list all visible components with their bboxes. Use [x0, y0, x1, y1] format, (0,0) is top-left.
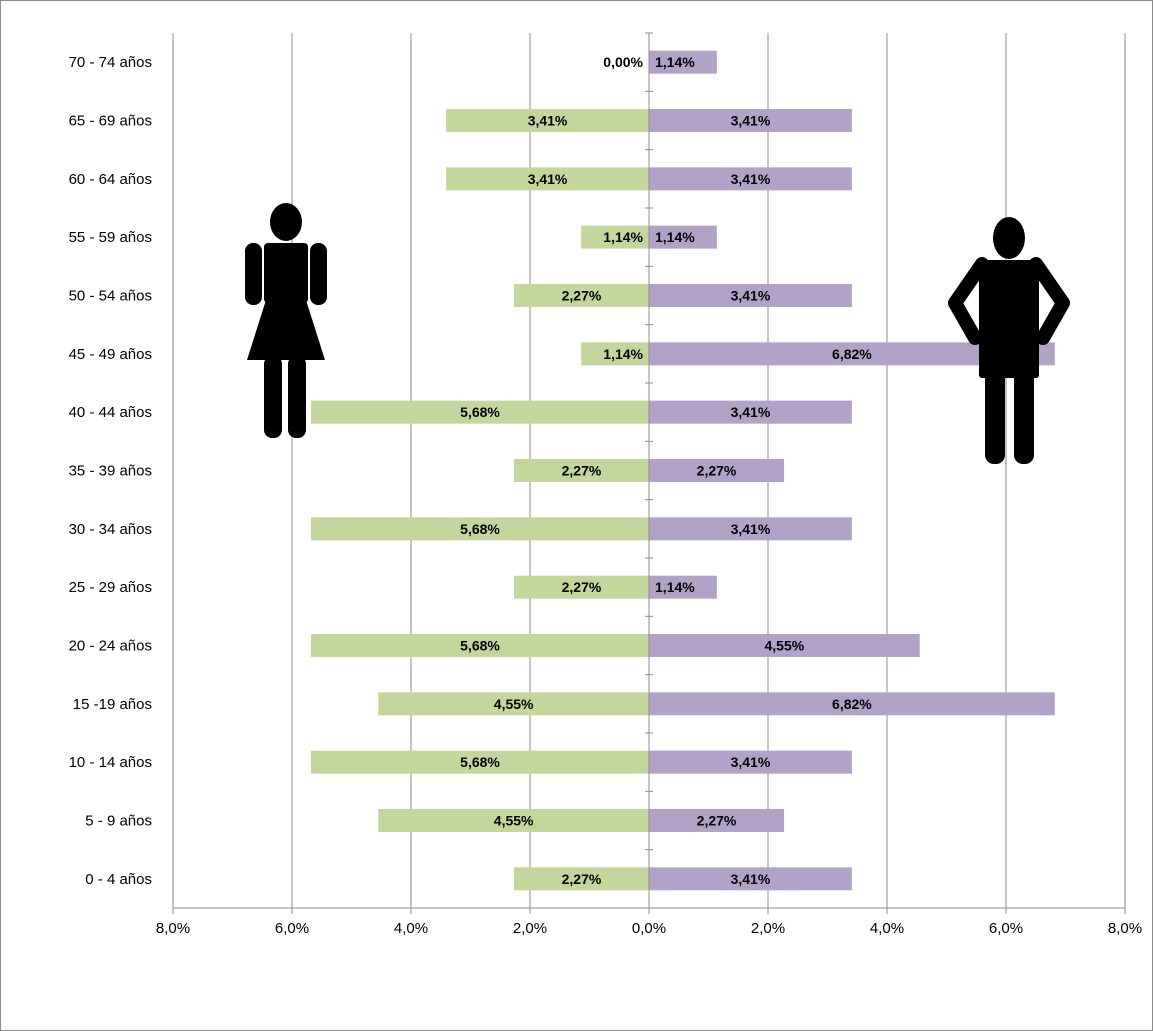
left-bar — [446, 167, 649, 191]
left-data-label: 5,68% — [460, 404, 500, 420]
left-data-label: 4,55% — [494, 813, 534, 829]
right-data-label: 4,55% — [765, 638, 805, 654]
right-data-label: 3,41% — [731, 404, 771, 420]
left-bar — [378, 692, 649, 716]
left-bar — [513, 575, 649, 599]
category-labels: 0 - 4 años 5 - 9 años 10 - 14 años 15 -19 a… — [69, 54, 152, 888]
left-bar — [446, 109, 649, 132]
category-label: 40 - 44 años — [69, 404, 152, 421]
right-bar — [649, 867, 852, 891]
category-label: 65 - 69 años — [69, 113, 152, 130]
category-label: 55 - 59 años — [69, 229, 152, 246]
right-bar — [649, 575, 717, 599]
x-tick-label: 2,0% — [751, 920, 785, 937]
left-data-label: 3,41% — [528, 171, 568, 187]
left-data-label: 3,41% — [528, 113, 568, 129]
category-label: 15 -19 años — [73, 696, 152, 713]
right-data-label: 3,41% — [731, 288, 771, 304]
x-tick-label: 4,0% — [870, 920, 904, 937]
right-data-label: 1,14% — [655, 54, 695, 70]
right-data-label: 6,82% — [832, 346, 872, 362]
male-figure-icon — [948, 217, 1070, 464]
x-tick-label: 4,0% — [394, 920, 428, 937]
x-tick-label: 6,0% — [275, 920, 309, 937]
right-bar — [649, 517, 852, 541]
right-data-label: 1,14% — [655, 229, 695, 245]
left-bar — [311, 750, 649, 774]
right-data-label: 3,41% — [731, 754, 771, 770]
category-label: 20 - 24 años — [69, 638, 152, 655]
left-bar — [513, 867, 649, 891]
x-tick-labels: 8,0% 6,0% 4,0% 2,0% 0,0% 2,0% 4,0% 6,0% 8,0% — [156, 920, 1142, 937]
left-bar — [311, 517, 649, 541]
right-bar — [649, 634, 920, 657]
category-label: 45 - 49 años — [69, 346, 152, 363]
category-label: 5 - 9 años — [85, 813, 152, 830]
left-data-label: 5,68% — [460, 638, 500, 654]
right-data-label: 6,82% — [832, 696, 872, 712]
x-tick-label: 2,0% — [513, 920, 547, 937]
left-data-label: 1,14% — [603, 229, 643, 245]
right-bar — [649, 50, 717, 74]
right-bar — [649, 225, 717, 249]
right-data-label: 1,14% — [655, 579, 695, 595]
right-data-label: 3,41% — [731, 113, 771, 129]
right-bar — [649, 400, 852, 424]
left-bar — [311, 400, 649, 424]
right-bar — [649, 692, 1055, 716]
category-label: 35 - 39 años — [69, 463, 152, 480]
right-bar — [649, 284, 852, 307]
right-bar — [649, 109, 852, 132]
left-bar — [311, 634, 649, 657]
left-data-label: 5,68% — [460, 754, 500, 770]
left-data-label: 2,27% — [562, 871, 602, 887]
right-data-label: 3,41% — [731, 171, 771, 187]
right-data-label: 3,41% — [731, 871, 771, 887]
left-data-label: 0,00% — [603, 54, 643, 70]
axes — [172, 32, 1126, 914]
data-labels: 2,27% 4,55% 5,68% 4,55% 5,68% 2,27% 5,68% 2,27%… — [460, 54, 872, 887]
x-tick-label: 0,0% — [632, 920, 666, 937]
category-label: 50 - 54 años — [69, 288, 152, 305]
left-bar — [581, 342, 649, 366]
category-label: 10 - 14 años — [69, 754, 152, 771]
left-bar — [378, 809, 649, 832]
bars — [311, 50, 1055, 891]
right-data-label: 2,27% — [697, 813, 737, 829]
left-data-label: 2,27% — [562, 579, 602, 595]
category-label: 70 - 74 años — [69, 54, 152, 71]
left-data-label: 4,55% — [494, 696, 534, 712]
left-data-label: 2,27% — [562, 463, 602, 479]
x-tick-label: 8,0% — [156, 920, 190, 937]
female-figure-icon — [245, 203, 327, 438]
left-data-label: 5,68% — [460, 521, 500, 537]
right-bar — [649, 459, 785, 482]
category-label: 60 - 64 años — [69, 171, 152, 188]
x-tick-label: 8,0% — [1108, 920, 1142, 937]
category-label: 30 - 34 años — [69, 521, 152, 538]
x-tick-label: 6,0% — [989, 920, 1023, 937]
right-data-label: 3,41% — [731, 521, 771, 537]
right-bar — [649, 167, 852, 191]
left-bar — [513, 284, 649, 307]
left-bar — [513, 459, 649, 482]
category-label: 25 - 29 años — [69, 579, 152, 596]
category-label: 0 - 4 años — [85, 871, 152, 888]
right-bar — [649, 750, 852, 774]
right-data-label: 2,27% — [697, 463, 737, 479]
left-bar — [581, 225, 649, 249]
right-bar — [649, 342, 1055, 366]
right-bar — [649, 809, 785, 832]
left-data-label: 2,27% — [562, 288, 602, 304]
left-data-label: 1,14% — [603, 346, 643, 362]
